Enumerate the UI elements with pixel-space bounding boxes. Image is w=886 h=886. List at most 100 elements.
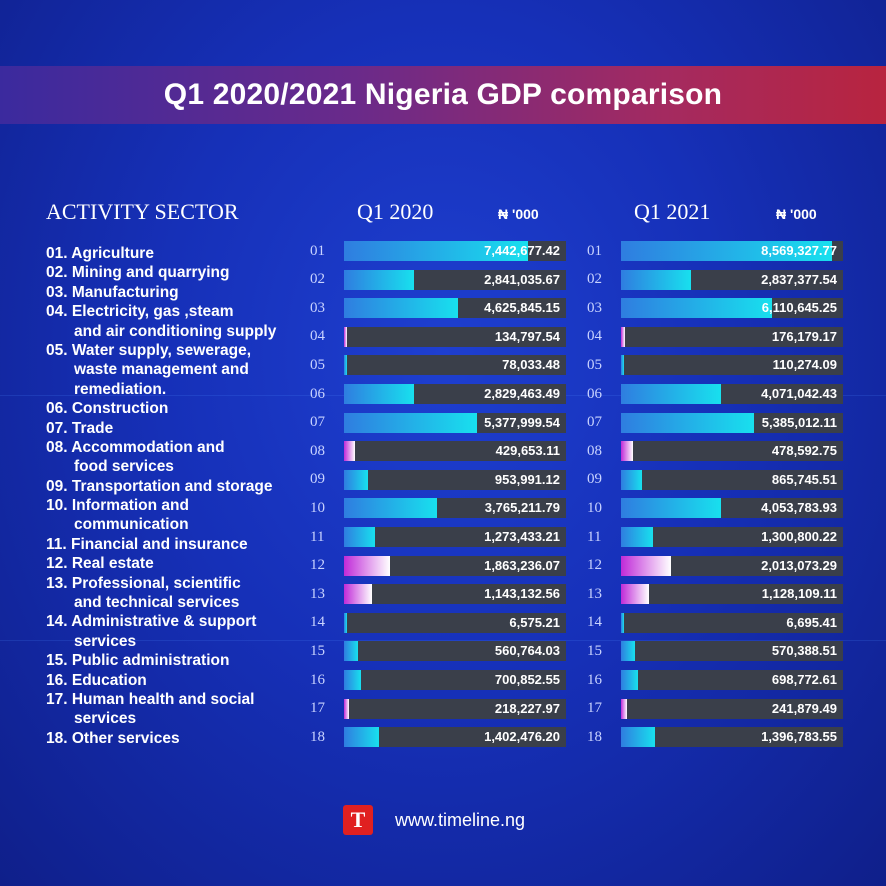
sector-label: 05. Water supply, sewerage, — [46, 341, 252, 359]
bar-track: 1,396,783.55 — [621, 727, 843, 748]
bar-row: 01 8,569,327.77 — [587, 241, 843, 261]
bar — [621, 269, 691, 290]
bar-track: 218,227.97 — [344, 698, 566, 719]
row-index-label: 14 — [587, 614, 602, 631]
bar-track: 2,837,377.54 — [621, 269, 843, 290]
data-label: 2,829,463.49 — [484, 386, 560, 401]
bar-track: 4,625,845.15 — [344, 298, 566, 319]
data-label: 110,274.09 — [772, 357, 837, 373]
bar-row: 03 4,625,845.15 — [310, 298, 566, 319]
data-label: 1,143,132.56 — [484, 586, 560, 602]
row-index-label: 13 — [587, 585, 602, 602]
bar-track: 4,053,783.93 — [621, 498, 843, 519]
bar-row: 17 241,879.49 — [587, 698, 843, 719]
data-label: 3,765,211.79 — [484, 500, 560, 516]
bar-row: 07 5,385,012.11 — [587, 412, 843, 433]
bar — [344, 698, 350, 719]
bar — [621, 384, 722, 404]
sector-label: 17. Human health and social — [46, 690, 255, 708]
bar-row: 11 1,300,800.22 — [587, 527, 843, 547]
bar-row: 09 865,745.51 — [587, 469, 843, 490]
sector-label: 08. Accommodation and — [46, 438, 225, 456]
data-label: 478,592.75 — [771, 443, 837, 459]
sector-label: services — [74, 710, 137, 728]
title-banner: Q1 2020/2021 Nigeria GDP comparison — [0, 66, 886, 124]
bar-track: 134,797.54 — [344, 326, 566, 347]
bar-row: 17 218,227.97 — [310, 698, 566, 719]
bar — [344, 412, 477, 433]
row-index-label: 04 — [587, 328, 602, 345]
unit-label-2021: ₦ '000 — [776, 206, 817, 222]
data-label: 1,396,783.55 — [761, 729, 837, 745]
bar-track: 3,765,211.79 — [344, 498, 566, 519]
row-index-label: 08 — [310, 442, 325, 459]
row-index-label: 02 — [310, 271, 325, 288]
row-index-label: 10 — [587, 499, 602, 516]
bar — [621, 698, 627, 719]
data-label: 700,852.55 — [494, 672, 560, 687]
bar — [621, 527, 654, 547]
row-index-label: 04 — [310, 328, 325, 345]
bar-row: 05 110,274.09 — [587, 355, 843, 376]
bar-row: 15 570,388.51 — [587, 641, 843, 662]
bar-track: 1,402,476.20 — [344, 727, 566, 748]
row-index-label: 16 — [587, 671, 602, 688]
bar-row: 03 6,110,645.25 — [587, 298, 843, 319]
sector-label: 06. Construction — [46, 400, 169, 418]
data-label: 698,772.61 — [771, 672, 837, 687]
row-index-label: 02 — [587, 271, 602, 288]
bar-track: 698,772.61 — [621, 670, 843, 690]
bar-row: 15 560,764.03 — [310, 641, 566, 662]
row-index-label: 03 — [587, 299, 602, 316]
q1-2020-header: Q1 2020 — [357, 199, 434, 224]
bar-track: 5,377,999.54 — [344, 412, 566, 433]
data-label: 2,837,377.54 — [761, 271, 837, 287]
row-index-label: 13 — [310, 585, 325, 602]
sector-label: 11. Financial and insurance — [46, 535, 248, 553]
bar — [621, 298, 772, 319]
bar — [621, 612, 624, 633]
data-label: 5,377,999.54 — [484, 414, 560, 430]
data-label: 2,013,073.29 — [761, 557, 837, 573]
bar — [344, 612, 347, 633]
bar-track: 1,273,433.21 — [344, 527, 566, 547]
data-label: 134,797.54 — [494, 328, 560, 344]
row-index-label: 16 — [310, 671, 325, 688]
bar-track: 865,745.51 — [621, 469, 843, 490]
sector-label: 18. Other services — [46, 729, 180, 747]
row-index-label: 18 — [310, 728, 325, 745]
bar-track: 4,071,042.43 — [621, 384, 843, 404]
row-index-label: 11 — [310, 528, 325, 545]
bar — [344, 727, 379, 748]
bar-row: 12 1,863,236.07 — [310, 555, 566, 576]
sector-label: 16. Education — [46, 671, 147, 689]
data-label: 4,071,042.43 — [761, 386, 837, 401]
bar — [621, 469, 643, 490]
row-index-label: 08 — [587, 442, 602, 459]
bar — [621, 555, 671, 576]
bar — [621, 498, 721, 519]
bar-row: 16 698,772.61 — [587, 670, 843, 690]
bar-row: 09 953,991.12 — [310, 469, 566, 490]
bar-track: 5,385,012.11 — [621, 412, 843, 433]
bar-track: 1,300,800.22 — [621, 527, 843, 547]
bar — [344, 355, 347, 376]
sector-label: 03. Manufacturing — [46, 283, 179, 301]
bar-track: 8,569,327.77 — [621, 241, 843, 261]
bar — [621, 441, 633, 462]
bar-track: 1,143,132.56 — [344, 584, 566, 605]
sector-label: 12. Real estate — [46, 555, 154, 573]
sector-label: and air conditioning supply — [74, 322, 277, 340]
row-index-label: 14 — [310, 614, 325, 631]
row-index-label: 06 — [587, 385, 602, 402]
bar-track: 2,829,463.49 — [344, 384, 566, 404]
bar-track: 2,841,035.67 — [344, 269, 566, 290]
bar — [344, 641, 358, 662]
bar — [621, 326, 626, 347]
sector-label: 10. Information and — [46, 497, 189, 515]
bar-row: 11 1,273,433.21 — [310, 527, 566, 547]
sector-label: waste management and — [74, 361, 249, 379]
q1-2021-header: Q1 2021 — [634, 199, 711, 224]
bar-track: 1,128,109.11 — [621, 584, 843, 605]
sector-label: 09. Transportation and storage — [46, 477, 273, 495]
